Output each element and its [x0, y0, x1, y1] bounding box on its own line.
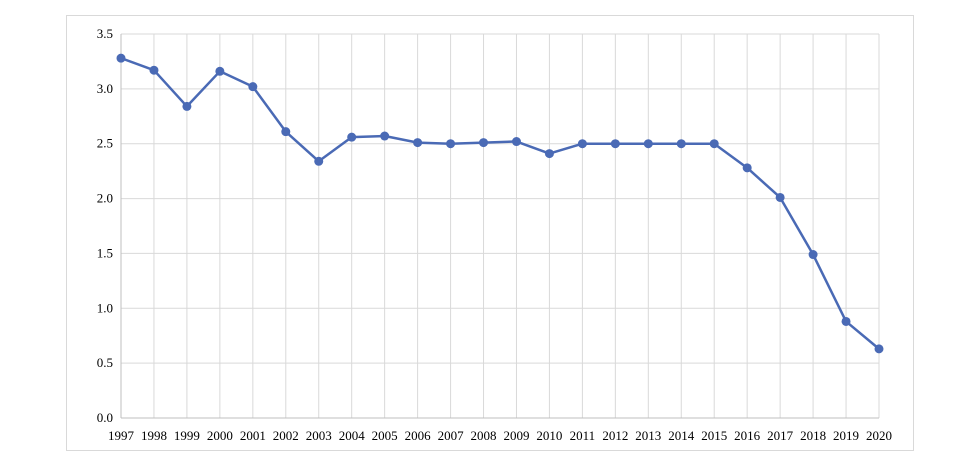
y-axis-tick-labels: 0.0 0.5 1.0 1.5 2.0 2.5 3.0 3.5 [97, 26, 113, 425]
x-tick-label: 2002 [273, 428, 299, 443]
data-series [116, 53, 884, 354]
data-point [182, 101, 192, 111]
gridlines [121, 33, 880, 418]
x-tick-label: 2017 [767, 428, 794, 443]
data-point [479, 138, 489, 148]
series-line [119, 56, 881, 351]
data-point [874, 344, 884, 354]
x-tick-label: 1997 [108, 428, 135, 443]
data-point [413, 138, 423, 148]
data-point [643, 139, 653, 149]
data-point [248, 82, 258, 92]
x-tick-label: 2013 [635, 428, 661, 443]
x-tick-label: 2018 [800, 428, 826, 443]
data-point [742, 163, 752, 173]
x-tick-label: 2019 [833, 428, 859, 443]
data-point [116, 53, 126, 63]
chart-frame [66, 15, 914, 451]
x-axis-tick-labels: 1997 1998 1999 2000 2001 2002 2003 2004 2005 2006… [108, 428, 892, 443]
x-tick-label: 2008 [471, 428, 497, 443]
x-tick-label: 2007 [438, 428, 465, 443]
x-tick-label: 2011 [570, 428, 596, 443]
x-tick-label: 2001 [240, 428, 266, 443]
data-point [314, 156, 324, 166]
y-tick-label: 0.5 [97, 355, 113, 370]
x-tick-label: 2006 [405, 428, 432, 443]
data-point [347, 132, 357, 142]
data-point [215, 66, 225, 76]
data-point [511, 137, 521, 147]
data-point [380, 131, 390, 141]
x-tick-label: 2005 [372, 428, 398, 443]
data-point [709, 139, 719, 149]
x-tick-label: 2009 [503, 428, 529, 443]
x-tick-label: 2004 [339, 428, 366, 443]
data-point [610, 139, 620, 149]
data-point [841, 316, 851, 326]
y-tick-label: 2.5 [97, 136, 113, 151]
x-tick-label: 2010 [536, 428, 562, 443]
data-point [577, 139, 587, 149]
x-tick-label: 2000 [207, 428, 233, 443]
x-tick-label: 2003 [306, 428, 332, 443]
x-tick-label: 2015 [701, 428, 727, 443]
data-point [775, 192, 785, 202]
y-tick-label: 3.5 [97, 26, 113, 41]
x-tick-label: 2016 [734, 428, 761, 443]
y-tick-label: 1.5 [97, 245, 113, 260]
y-tick-label: 0.0 [97, 410, 113, 425]
data-point [446, 139, 456, 149]
axes [120, 34, 879, 419]
x-tick-label: 2020 [866, 428, 892, 443]
data-point [281, 127, 291, 137]
x-tick-label: 1998 [141, 428, 167, 443]
data-point [544, 149, 554, 159]
data-point [676, 139, 686, 149]
x-tick-label: 1999 [174, 428, 200, 443]
y-tick-label: 1.0 [97, 300, 113, 315]
y-tick-label: 3.0 [97, 81, 113, 96]
data-point [149, 65, 159, 75]
y-tick-label: 2.0 [97, 191, 113, 206]
x-tick-label: 2014 [668, 428, 695, 443]
data-point [808, 250, 818, 260]
x-tick-label: 2012 [602, 428, 628, 443]
